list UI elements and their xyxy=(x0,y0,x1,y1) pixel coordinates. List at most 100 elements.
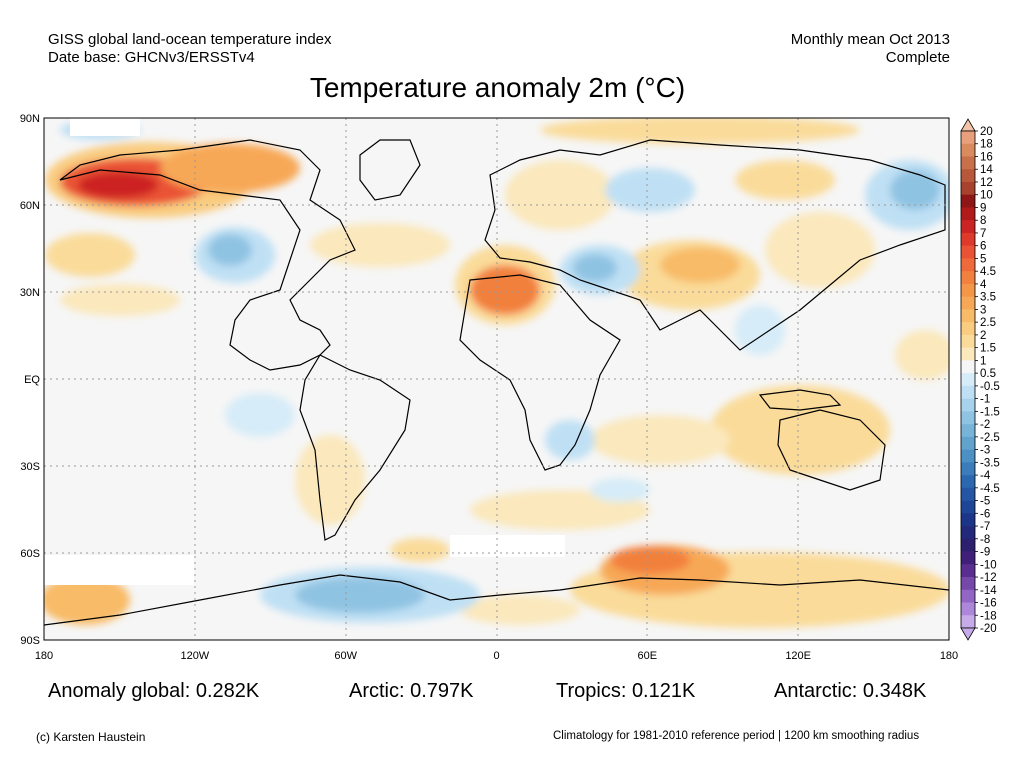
colorbar-swatch xyxy=(961,207,975,221)
colorbar-swatch xyxy=(961,500,975,514)
longitude-axis: 180 120W 60W 0 60E 120E 180 xyxy=(35,650,958,662)
colorbar-label: -7 xyxy=(980,521,990,533)
colorbar-label: 4.5 xyxy=(980,266,996,278)
colorbar-swatch xyxy=(961,564,975,578)
colorbar-swatch xyxy=(961,181,975,196)
anomaly-blob xyxy=(44,575,130,625)
colorbar-label: 7 xyxy=(980,228,986,240)
colorbar-swatch xyxy=(961,194,975,208)
colorbar-swatch xyxy=(961,538,975,552)
colorbar-swatch xyxy=(961,143,975,157)
colorbar-label: -8 xyxy=(980,534,990,546)
anomaly-blob xyxy=(660,247,740,283)
colorbar-label: 3 xyxy=(980,304,986,316)
anomaly-blob xyxy=(573,254,617,282)
anomaly-blob xyxy=(610,546,690,574)
lat-tick-label: 90N xyxy=(20,113,40,125)
header-left: GISS global land-ocean temperature index… xyxy=(48,31,332,67)
colorbar-swatch xyxy=(961,449,975,463)
copyright: (c) Karsten Haustein xyxy=(36,730,146,744)
colorbar-label: -12 xyxy=(980,572,997,584)
colorbar-swatch xyxy=(961,602,975,616)
north-america-coast xyxy=(59,139,356,371)
lat-tick-label: 60S xyxy=(20,548,40,560)
colorbar-label: 4 xyxy=(980,279,987,291)
colorbar-label: -2.5 xyxy=(980,432,1000,444)
anomaly-blob xyxy=(590,478,650,502)
colorbar-label: 16 xyxy=(980,151,993,163)
colorbar-arrow-bottom xyxy=(960,627,976,641)
colorbar-swatch xyxy=(961,398,975,412)
colorbar-label: 14 xyxy=(980,164,993,176)
colorbar-swatch xyxy=(961,169,975,183)
colorbar-swatch xyxy=(961,309,975,323)
colorbar-label: 18 xyxy=(980,139,993,151)
africa-coast xyxy=(459,274,621,471)
colorbar-label: -4 xyxy=(980,470,991,482)
colorbar-label: 20 xyxy=(980,126,993,138)
anomaly-blob xyxy=(390,538,450,562)
colorbar-swatch xyxy=(961,475,975,489)
colorbar-label: 12 xyxy=(980,177,993,189)
colorbar-swatch xyxy=(961,232,975,246)
anomaly-blobs xyxy=(44,118,949,628)
colorbar-swatch xyxy=(961,424,975,438)
anomaly-blob xyxy=(735,160,835,200)
climatology-note: Climatology for 1981-2010 reference peri… xyxy=(553,730,920,742)
colorbar-swatch xyxy=(961,245,975,259)
colorbar-swatch xyxy=(961,322,975,336)
database-label: Date base: GHCNv3/ERSSTv4 xyxy=(48,49,255,66)
colorbar-label: -1 xyxy=(980,394,990,406)
anomaly-blob xyxy=(545,420,595,460)
lon-tick-label: 0 xyxy=(493,650,499,662)
anomaly-blob xyxy=(78,172,158,198)
anomaly-blob xyxy=(505,160,615,230)
colorbar-swatch xyxy=(961,462,975,476)
colorbar-label: -1.5 xyxy=(980,406,1000,418)
colorbar-swatch xyxy=(961,347,975,361)
colorbar-swatch xyxy=(961,373,975,387)
colorbar-label: 9 xyxy=(980,202,986,214)
colorbar-swatch xyxy=(961,577,975,591)
anomaly-blob xyxy=(310,223,450,267)
lon-tick-label: 60E xyxy=(638,650,658,662)
colorbar-label: -6 xyxy=(980,508,990,520)
colorbar-label: -3.5 xyxy=(980,457,1000,469)
colorbar-label: -18 xyxy=(980,610,997,622)
colorbar-swatch xyxy=(961,436,975,450)
colorbar-swatch xyxy=(961,513,975,527)
status-label: Complete xyxy=(885,49,950,66)
lon-tick-label: 180 xyxy=(940,650,958,662)
lon-tick-label: 180 xyxy=(35,650,53,662)
anomaly-blob xyxy=(470,265,540,315)
colorbar-label: 10 xyxy=(980,190,993,202)
map-title: Temperature anomaly 2m (°C) xyxy=(309,72,686,103)
anomaly-field xyxy=(44,118,949,640)
map-frame xyxy=(43,117,950,641)
colorbar-label: -3 xyxy=(980,445,990,457)
colorbar-swatch xyxy=(961,296,975,310)
anomaly-blob xyxy=(225,393,295,437)
colorbar-label: 1 xyxy=(980,355,986,367)
colorbar-label: -20 xyxy=(980,623,997,635)
colorbar-label: -0.5 xyxy=(980,381,1000,393)
australia-coast xyxy=(777,409,886,491)
colorbar-swatch xyxy=(961,360,975,374)
colorbar-swatch xyxy=(961,334,975,348)
anomaly-blob xyxy=(295,577,425,613)
anomaly-blob xyxy=(208,234,252,266)
colorbar-swatch xyxy=(961,487,975,501)
colorbar-label: -2 xyxy=(980,419,990,431)
colorbar-swatch xyxy=(961,156,975,170)
greenland-coast xyxy=(359,139,421,201)
anomaly-blob xyxy=(590,415,730,465)
south-america-coast xyxy=(299,354,411,541)
colorbar-label: 6 xyxy=(980,241,986,253)
period-label: Monthly mean Oct 2013 xyxy=(790,31,950,48)
colorbar-label: -10 xyxy=(980,559,997,571)
stat-antarctic: Antarctic: 0.348K xyxy=(774,680,927,702)
lon-tick-label: 60W xyxy=(334,650,357,662)
eurasia-coast xyxy=(484,139,946,351)
colorbar-label: -16 xyxy=(980,598,997,610)
missing-data-patch xyxy=(450,535,565,557)
